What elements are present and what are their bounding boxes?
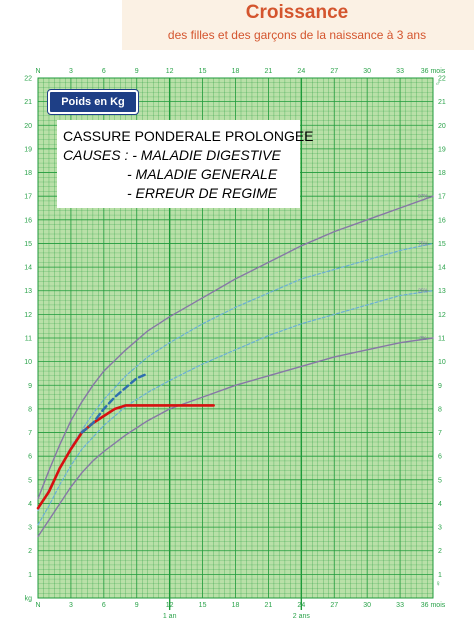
- page-subtitle: des filles et des garçons de la naissanc…: [167, 28, 427, 42]
- annotation-title: CASSURE PONDERALE PROLONGEE: [63, 128, 314, 144]
- y-axis-tick-label-left: 17: [24, 194, 32, 201]
- x-axis-tick-label-bottom: N: [35, 602, 40, 609]
- patient-weight-curve: [36, 404, 215, 510]
- x-axis-tick-label-bottom: 27: [330, 602, 338, 609]
- x-axis-tick-label-top: 9: [135, 68, 139, 75]
- y-axis-tick-label-left: 21: [24, 99, 32, 106]
- y-axis-tick-label-right: 13: [438, 288, 446, 295]
- x-axis-tick-label-top: 18: [232, 68, 240, 75]
- y-axis-tick-label-left: 6: [28, 454, 32, 461]
- percentile-label: 75%: [418, 241, 429, 247]
- male-symbol: ♂: [435, 79, 441, 88]
- x-axis-year-label: 2 ans: [293, 613, 311, 620]
- y-axis-tick-label-left: 20: [24, 123, 32, 130]
- x-axis-tick-label-top: 33: [396, 68, 404, 75]
- y-axis-tick-label-left: 11: [25, 336, 32, 343]
- y-axis-tick-label-right: 15: [438, 241, 446, 248]
- annotation-cause-1: CAUSES : - MALADIE DIGESTIVE: [63, 147, 281, 163]
- percentile-label: 25%: [418, 289, 429, 295]
- y-axis-tick-label-left: 18: [24, 170, 32, 177]
- y-axis-tick-label-left: 9: [28, 383, 32, 390]
- annotation-cause-3: - ERREUR DE REGIME: [127, 185, 278, 201]
- y-axis-tick-label-right: 8: [438, 406, 442, 413]
- y-axis-tick-label-left: 7: [28, 430, 32, 437]
- y-axis-tick-label-right: 6: [438, 454, 442, 461]
- y-axis-tick-label-left: 4: [28, 501, 32, 508]
- y-axis-tick-label-right: 17: [438, 194, 446, 201]
- y-axis-tick-label-right: 7: [438, 430, 442, 437]
- y-axis-tick-label-right: 5: [438, 477, 442, 484]
- y-axis-tick-label-left: 12: [24, 312, 32, 319]
- percentile-label: 3%: [419, 336, 427, 342]
- x-axis-tick-label-top: N: [35, 68, 40, 75]
- x-axis-tick-label-top: 3: [69, 68, 73, 75]
- x-axis-tick-label-top: 15: [199, 68, 207, 75]
- x-axis-tick-label-top: 6: [102, 68, 106, 75]
- y-axis-tick-label-right: 9: [438, 383, 442, 390]
- percentile-curve: [37, 195, 434, 500]
- x-axis-tick-label-bottom: 9: [135, 602, 139, 609]
- x-axis-tick-label-bottom: 15: [199, 602, 207, 609]
- y-axis-tick-label-left: 22: [24, 76, 32, 83]
- y-axis-tick-label-right: 21: [438, 99, 446, 106]
- x-axis-tick-label-top: 24: [297, 68, 305, 75]
- x-axis-tick-label-top: 36 mois: [421, 68, 446, 75]
- y-axis-tick-label-left: 13: [24, 288, 32, 295]
- y-axis-tick-label-left: 5: [28, 477, 32, 484]
- x-axis-tick-label-bottom: 24: [297, 602, 305, 609]
- header-banner: [122, 0, 474, 50]
- x-axis-tick-label-top: 30: [363, 68, 371, 75]
- x-axis-tick-label-bottom: 33: [396, 602, 404, 609]
- x-axis-tick-label-bottom: 36 mois: [421, 602, 446, 609]
- female-symbol: ♀: [435, 579, 441, 588]
- y-axis-tick-label-left: kg: [25, 596, 33, 603]
- annotation-box: CASSURE PONDERALE PROLONGEE CAUSES : - M…: [57, 120, 314, 208]
- x-axis-year-label: 1 an: [163, 613, 177, 620]
- y-axis-tick-label-right: 11: [438, 336, 445, 343]
- x-axis-tick-label-top: 27: [330, 68, 338, 75]
- y-axis-tick-label-left: 2: [28, 548, 32, 555]
- y-axis-tick-label-right: 14: [438, 265, 446, 272]
- y-axis-tick-label-right: 3: [438, 525, 442, 532]
- y-axis-tick-label-right: 1: [438, 572, 442, 579]
- y-axis-tick-label-left: 10: [24, 359, 32, 366]
- y-axis-tick-label-right: 22: [438, 76, 446, 83]
- y-axis-tick-label-left: 15: [24, 241, 32, 248]
- y-axis-tick-label-left: 14: [24, 265, 32, 272]
- y-axis-tick-label-right: 18: [438, 170, 446, 177]
- x-axis-tick-label-top: 21: [265, 68, 273, 75]
- y-axis-tick-label-left: 1: [28, 572, 32, 579]
- x-axis-tick-label-bottom: 21: [265, 602, 273, 609]
- y-axis-tick-label-right: 2: [438, 548, 442, 555]
- x-axis-tick-label-bottom: 18: [232, 602, 240, 609]
- y-axis-tick-label-right: 20: [438, 123, 446, 130]
- percentile-label: 97%: [418, 194, 429, 200]
- x-axis-tick-label-bottom: 3: [69, 602, 73, 609]
- y-axis-unit-badge: Poids en Kg: [48, 90, 138, 114]
- y-axis-tick-label-left: 16: [24, 217, 32, 224]
- y-axis-tick-label-left: 8: [28, 406, 32, 413]
- x-axis-tick-label-bottom: 12: [166, 602, 174, 609]
- x-axis-tick-label-bottom: 30: [363, 602, 371, 609]
- x-axis-tick-label-top: 12: [166, 68, 174, 75]
- expected-trajectory-curve: [80, 372, 149, 434]
- y-axis-tick-label-right: 10: [438, 359, 446, 366]
- annotation-cause-2: - MALADIE GENERALE: [127, 166, 278, 182]
- y-axis-tick-label-right: 12: [438, 312, 446, 319]
- percentile-curve: [37, 337, 434, 538]
- y-axis-tick-label-left: 19: [24, 146, 32, 153]
- y-axis-tick-label-right: 19: [438, 146, 446, 153]
- x-axis-tick-label-bottom: 6: [102, 602, 106, 609]
- y-axis-tick-label-right: 16: [438, 217, 446, 224]
- y-axis-tick-label-left: 3: [28, 525, 32, 532]
- percentile-curve: [37, 290, 434, 526]
- page-title: Croissance: [245, 2, 349, 23]
- y-axis-tick-label-right: 4: [438, 501, 442, 508]
